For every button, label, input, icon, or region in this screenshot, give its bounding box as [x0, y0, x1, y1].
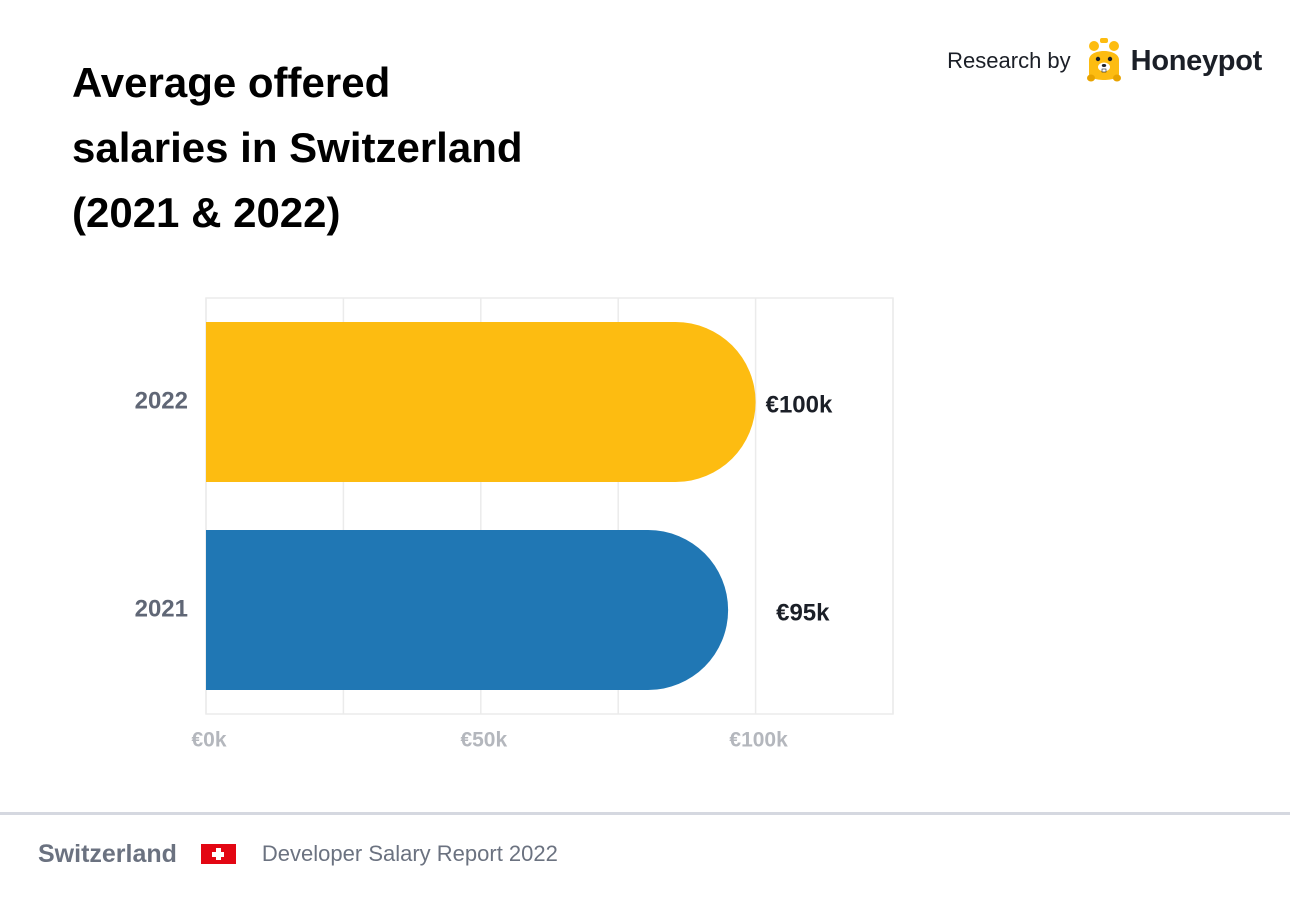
chart-title: Average offered salaries in Switzerland … — [72, 50, 632, 245]
x-tick-label-1: €50k — [460, 729, 507, 752]
footer-report-title: Developer Salary Report 2022 — [261, 841, 558, 866]
value-label-2022: €100k — [766, 391, 833, 418]
swiss-flag-icon — [200, 844, 236, 864]
footer-divider — [0, 812, 1290, 815]
x-tick-label-2: €100k — [729, 729, 788, 752]
bar-chart: 2022 €100k 2021 €95k €0k €50k €100k — [135, 297, 894, 752]
bar-2022 — [206, 322, 756, 482]
value-label-2021: €95k — [776, 599, 830, 626]
x-tick-label-0: €0k — [191, 729, 226, 752]
honeypot-bear-icon — [1086, 38, 1121, 82]
brand-credit: Research by Honeypot — [947, 36, 1262, 86]
title-line-3: (2021 & 2022) — [72, 189, 341, 236]
bar-2021 — [206, 530, 729, 690]
brand-prefix: Research by — [947, 48, 1071, 73]
category-label-2021: 2021 — [135, 595, 188, 622]
footer: Switzerland Developer Salary Report 2022 — [38, 836, 558, 872]
category-label-2022: 2022 — [135, 387, 188, 414]
title-line-2: salaries in Switzerland — [72, 124, 523, 171]
footer-country: Switzerland — [38, 839, 177, 868]
brand-name: Honeypot — [1130, 44, 1263, 77]
title-line-1: Average offered — [72, 59, 391, 106]
